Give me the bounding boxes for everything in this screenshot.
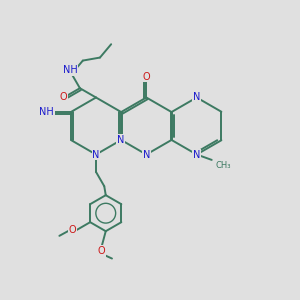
Text: O: O xyxy=(68,225,76,236)
Text: O: O xyxy=(98,246,105,256)
Text: N: N xyxy=(193,149,200,160)
Text: NH: NH xyxy=(39,107,54,117)
Text: N: N xyxy=(143,149,150,160)
Text: N: N xyxy=(117,135,124,145)
Text: CH₃: CH₃ xyxy=(215,161,231,170)
Text: O: O xyxy=(142,71,150,82)
Text: N: N xyxy=(92,149,100,160)
Text: NH: NH xyxy=(63,65,77,75)
Text: O: O xyxy=(68,225,76,236)
Text: O: O xyxy=(59,92,67,102)
Text: O: O xyxy=(98,246,105,256)
Text: N: N xyxy=(193,92,200,103)
